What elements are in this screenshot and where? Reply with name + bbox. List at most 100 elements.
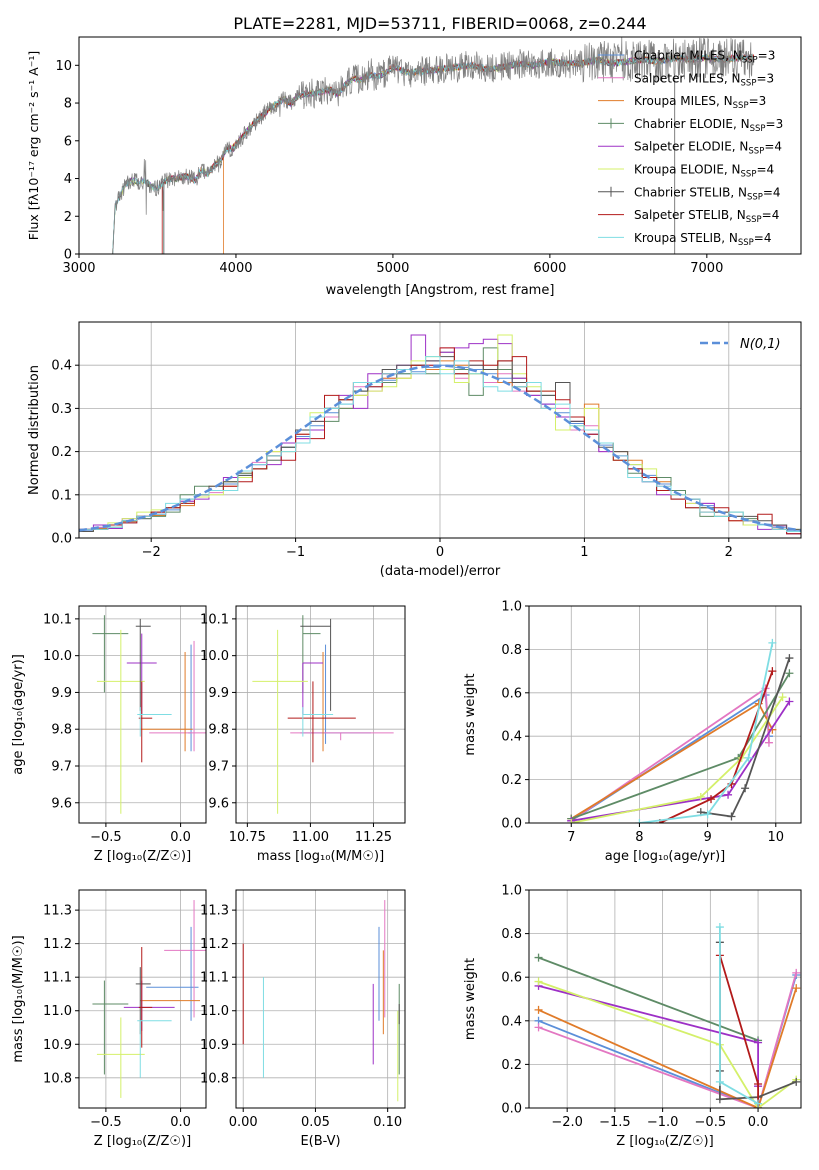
weight-line-chabrier-elodie: [538, 956, 759, 1042]
weight-line-kroupa-miles: [538, 987, 798, 1108]
point-marker: [792, 968, 801, 977]
weight-vs-metallicity-panel: −2.0 −1.5 −1.0 −0.5 0.0 0.0 0.2 0.4 0.6 0.8 1.0 Z […: [463, 884, 802, 1149]
residuals-panel: −2 −1 0 1 2 0.0 0.1 0.2 0.3 0.4 (data-model)/error…: [27, 321, 802, 579]
x-tick-label: 3000: [62, 261, 95, 276]
axes-frame: [78, 36, 802, 255]
x-tick-label: 0.05: [301, 1115, 330, 1130]
y-tick-label: 10.9: [43, 1038, 72, 1053]
y-tick-label: 0: [64, 248, 72, 263]
point-marker: [768, 667, 777, 676]
y-tick-label: 2: [64, 210, 72, 225]
errorbar-kroupa-stelib: [302, 707, 334, 737]
spectrum-panel: 3000 4000 5000 6000 7000 0 2 4 6 8 10 wavelength [A…: [26, 36, 802, 298]
point-marker: [707, 795, 716, 804]
point-marker: [778, 693, 787, 702]
point-marker: [768, 638, 777, 647]
age-vs-mass-panel: 10.75 11.00 11.25 9.6 9.7 9.8 9.9 10.0 10.1 mass …: [200, 605, 406, 864]
y-axis-label: Normed distribution: [27, 365, 42, 495]
y-tick-label: 10: [55, 59, 72, 74]
legend-label-chabrier-elodie: Chabrier ELODIE, NSSP=3: [634, 117, 783, 134]
x-tick-label: 11.00: [292, 830, 329, 845]
errorbar-kroupa-miles: [140, 651, 193, 752]
legend-label-salpeter-stelib: Salpeter STELIB, NSSP=4: [634, 208, 779, 225]
point-marker: [785, 654, 794, 663]
errorbar-salpeter-stelib: [287, 681, 356, 763]
x-tick-label: 0.00: [229, 1115, 258, 1130]
point-marker: [534, 953, 543, 962]
x-axis-label: wavelength [Angstrom, rest frame]: [326, 283, 555, 298]
x-axis-label: Z [log₁₀(Z/Z☉)]: [94, 849, 191, 864]
errorbar-salpeter-miles: [290, 732, 394, 741]
legend-label-salpeter-miles: Salpeter MILES, NSSP=3: [634, 71, 774, 88]
weight-vs-age-panel: 7 8 9 10 0.0 0.2 0.4 0.6 0.8 1.0 age [log₁₀(age/yr…: [463, 600, 802, 864]
normal-curve: [79, 364, 801, 532]
y-tick-label: 9.6: [208, 796, 229, 811]
errorbar-layer: [92, 900, 206, 1098]
x-tick-label: 10: [768, 830, 785, 845]
x-axis-label: E(B-V): [300, 1134, 340, 1149]
y-tick-label: 11.1: [43, 971, 72, 986]
x-tick-label: −0.5: [90, 1115, 122, 1130]
y-tick-label: 0.4: [501, 730, 522, 745]
point-marker: [754, 1080, 763, 1089]
errorbar-chabrier-elodie: [92, 980, 129, 1075]
y-tick-label: 0.2: [501, 773, 522, 788]
y-tick-label: 11.0: [43, 1004, 72, 1019]
y-tick-label: 9.8: [208, 723, 229, 738]
errorbar-chabrier-stelib: [300, 618, 332, 711]
y-tick-label: 0.6: [501, 686, 522, 701]
axes-frame: [78, 605, 207, 824]
x-tick-label: 7000: [690, 261, 723, 276]
x-tick-label: −1.5: [599, 1115, 631, 1130]
errorbar-kroupa-stelib: [137, 1020, 172, 1078]
x-tick-label: −1: [286, 545, 305, 560]
x-tick-label: −1.0: [647, 1115, 679, 1130]
errorbar-salpeter-elodie: [302, 662, 324, 715]
errorbar-chabrier-miles: [146, 926, 199, 1021]
y-tick-label: 0.0: [501, 817, 522, 832]
legend-label-chabrier-stelib: Chabrier STELIB, NSSP=4: [634, 185, 781, 202]
y-tick-label: 0.4: [51, 359, 72, 374]
point-marker: [534, 1023, 543, 1032]
errorbar-kroupa-elodie: [96, 629, 145, 814]
y-tick-label: 0.2: [501, 1058, 522, 1073]
weight-line-salpeter-stelib: [659, 670, 774, 823]
point-marker: [727, 812, 736, 821]
weight-line-salpeter-miles: [538, 972, 798, 1108]
point-marker: [534, 1005, 543, 1014]
x-tick-label: 6000: [533, 261, 566, 276]
y-axis-label: age [log₁₀(age/yr)]: [11, 654, 26, 775]
y-axis-label: mass weight: [463, 958, 478, 1040]
y-tick-label: 9.8: [51, 723, 72, 738]
y-tick-label: 11.3: [43, 904, 72, 919]
line-layer: [534, 923, 801, 1108]
x-tick-label: 0.0: [170, 830, 191, 845]
weight-line-salpeter-elodie: [538, 985, 759, 1087]
weight-line-kroupa-stelib: [639, 642, 774, 823]
x-axis-label: (data-model)/error: [380, 564, 501, 579]
legend-label-normal: N(0,1): [740, 337, 781, 352]
errorbar-salpeter-miles: [149, 640, 206, 752]
y-tick-label: 0.4: [501, 1014, 522, 1029]
legend-label-kroupa-stelib: Kroupa STELIB, NSSP=4: [634, 231, 772, 248]
point-marker: [785, 697, 794, 706]
axes-frame: [528, 605, 802, 824]
point-marker: [764, 738, 773, 747]
x-tick-label: 0.10: [373, 1115, 402, 1130]
y-tick-label: 11.1: [200, 971, 229, 986]
errorbar-salpeter-stelib: [138, 947, 153, 1048]
point-marker: [703, 810, 712, 819]
x-tick-label: 1: [580, 545, 588, 560]
point-marker: [792, 1077, 801, 1086]
x-tick-label: 0.0: [748, 1115, 769, 1130]
y-tick-label: 10.8: [43, 1071, 72, 1086]
point-marker: [724, 790, 733, 799]
point-marker: [741, 784, 750, 793]
y-tick-label: 4: [64, 172, 72, 187]
y-tick-label: 11.0: [200, 1004, 229, 1019]
axes-frame: [528, 889, 802, 1109]
y-tick-label: 1.0: [501, 884, 522, 899]
point-marker: [754, 1038, 763, 1047]
x-tick-label: 5000: [376, 261, 409, 276]
errorbar-chabrier-elodie: [302, 615, 321, 693]
